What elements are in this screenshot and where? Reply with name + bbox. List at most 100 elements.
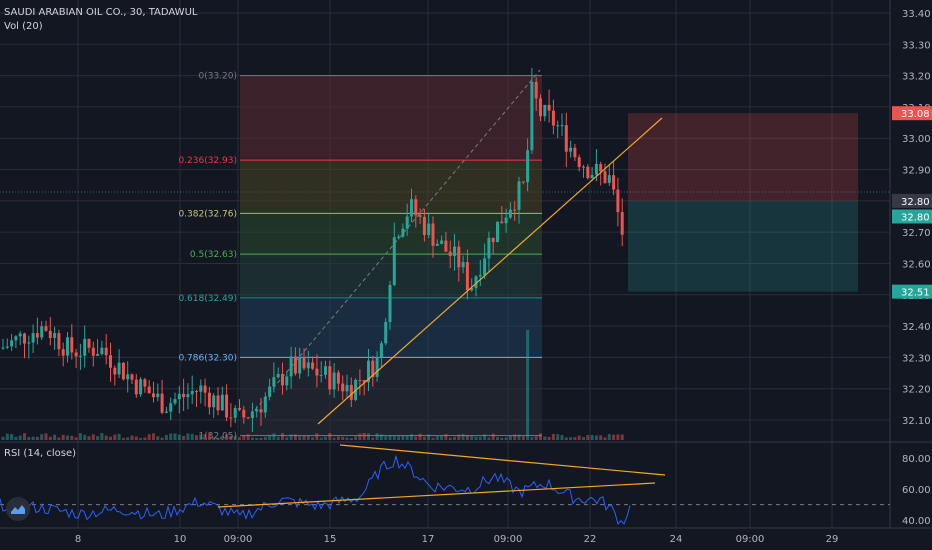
- time-tick-label: 15: [324, 534, 337, 545]
- fib-level-label: 0.5(32.63): [190, 250, 237, 260]
- price-tick-label: 33.20: [902, 72, 931, 83]
- candle-body: [186, 394, 190, 398]
- volume-bar: [293, 434, 297, 440]
- volume-bar: [14, 436, 18, 440]
- short-position-tool[interactable]: [628, 113, 858, 292]
- volume-bar: [190, 433, 194, 440]
- volume-bar: [272, 433, 276, 440]
- volume-bar: [216, 437, 220, 440]
- volume-bar: [255, 437, 259, 440]
- candle-body: [457, 246, 461, 268]
- volume-bar: [177, 434, 181, 440]
- rsi-tick-label: 40.00: [902, 516, 931, 527]
- candle-body: [5, 346, 9, 348]
- volume-bar: [569, 437, 573, 440]
- volume-bar: [104, 435, 108, 440]
- candle-body: [182, 393, 186, 398]
- candle-body: [440, 240, 444, 244]
- volume-bar: [259, 437, 263, 440]
- candle-body: [547, 104, 551, 111]
- candle-body: [444, 240, 448, 252]
- candle-body: [212, 395, 216, 408]
- candle-body: [517, 181, 521, 210]
- volume-bar: [169, 433, 173, 440]
- time-tick-label: 22: [584, 534, 597, 545]
- trend-lines[interactable]: [317, 117, 663, 425]
- rsi-indicator-label[interactable]: RSI (14, close): [4, 448, 77, 459]
- volume-bar: [324, 436, 327, 440]
- candle-body: [199, 385, 203, 392]
- candle-body: [195, 391, 198, 393]
- candle-body: [177, 393, 181, 400]
- candle-body: [10, 340, 14, 347]
- volume-bar: [195, 435, 198, 440]
- candle-body: [500, 221, 504, 224]
- candle-body: [285, 376, 289, 386]
- candle-body: [117, 362, 121, 375]
- candle-body: [543, 104, 547, 117]
- candle-body: [332, 372, 336, 390]
- candle-body: [48, 330, 52, 338]
- volume-bar: [156, 436, 160, 440]
- candle-body: [44, 326, 48, 331]
- candle-body: [470, 288, 474, 291]
- candle-body: [216, 395, 220, 411]
- time-tick-label: 10: [174, 534, 187, 545]
- candle-body: [461, 262, 465, 268]
- candle-body: [255, 409, 259, 412]
- price-tag-label: 33.08: [901, 109, 930, 120]
- price-tag: [892, 193, 932, 208]
- volume-bar: [508, 435, 512, 440]
- price-tick-label: 32.60: [902, 259, 931, 270]
- candle-body: [418, 215, 422, 217]
- candle-body: [263, 396, 267, 413]
- rsi-resistance-line: [339, 444, 666, 476]
- fib-zone: [240, 357, 542, 436]
- candle-body: [173, 399, 177, 404]
- candle-body: [405, 216, 409, 229]
- candle-body: [521, 181, 525, 183]
- price-tag: [892, 284, 932, 299]
- volume-bar: [78, 433, 82, 440]
- volume-bar: [109, 436, 112, 440]
- fibonacci-retracement[interactable]: 0(33.20) 0.236(32.93) 0.382(32.76) 0.5(32.6…: [178, 69, 542, 442]
- volume-bar: [564, 437, 568, 440]
- volume-bar: [594, 435, 598, 440]
- candle-body: [594, 164, 598, 175]
- volume-bar: [465, 435, 469, 440]
- volume-bar: [577, 435, 581, 440]
- candle-body: [612, 175, 616, 190]
- candle-body: [392, 237, 396, 285]
- volume-indicator-label[interactable]: Vol (20): [4, 21, 43, 32]
- volume-bar: [616, 434, 620, 440]
- tradingview-logo-icon[interactable]: [6, 497, 30, 521]
- volume-bar: [246, 434, 250, 440]
- volume-bar: [496, 437, 499, 440]
- volume-bar: [384, 436, 388, 440]
- volume-bar: [117, 433, 121, 440]
- candle-body: [341, 383, 345, 392]
- candle-body: [83, 338, 87, 356]
- candle-body: [74, 352, 78, 357]
- volume-bar: [526, 330, 530, 440]
- candle-body: [70, 337, 74, 353]
- candle-body: [1, 347, 5, 349]
- candle-body: [590, 174, 594, 178]
- rsi-tick-label: 60.00: [902, 485, 931, 496]
- price-tick-label: 32.90: [902, 166, 931, 177]
- price-tag-label: 32.80: [901, 197, 930, 208]
- volume-bar: [182, 435, 186, 440]
- candle-body: [121, 362, 125, 380]
- volume-bar: [431, 437, 435, 440]
- price-tag-label: 32.80: [901, 213, 930, 224]
- symbol-title[interactable]: SAUDI ARABIAN OIL CO., 30, TADAWUL: [4, 7, 198, 18]
- candle-body: [599, 164, 603, 172]
- candle-body: [375, 357, 379, 377]
- volume-bar: [332, 437, 336, 440]
- volume-bar: [513, 434, 517, 440]
- candle-body: [220, 394, 224, 411]
- volume-bar: [530, 437, 534, 440]
- candle-body: [616, 189, 620, 213]
- candle-body: [539, 98, 542, 117]
